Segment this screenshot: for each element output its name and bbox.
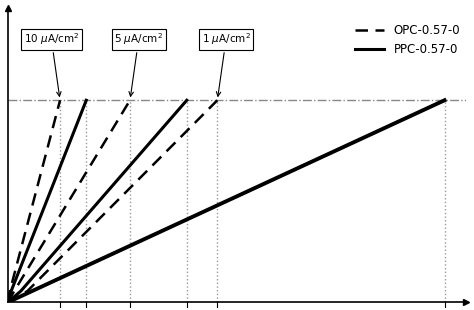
Text: 10 $\mu$A/cm$^2$: 10 $\mu$A/cm$^2$ xyxy=(24,31,79,96)
Text: 1 $\mu$A/cm$^2$: 1 $\mu$A/cm$^2$ xyxy=(201,31,250,96)
Legend: OPC-0.57-0, PPC-0.57-0: OPC-0.57-0, PPC-0.57-0 xyxy=(350,20,465,61)
Text: 5 $\mu$A/cm$^2$: 5 $\mu$A/cm$^2$ xyxy=(114,31,163,96)
